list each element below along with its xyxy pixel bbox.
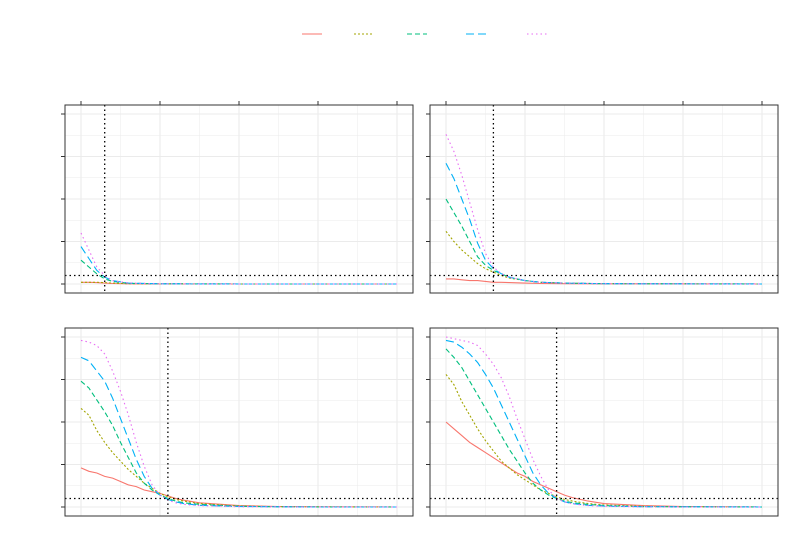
panel-top-left: [61, 101, 414, 294]
series-line-5: [445, 134, 763, 285]
series-line-1: [80, 467, 398, 508]
series-line-1: [446, 278, 763, 285]
series-line-3: [445, 348, 763, 508]
series-line-5: [80, 232, 397, 285]
series-line-5: [445, 336, 762, 508]
panel-bottom-left: [61, 327, 414, 517]
series-line-2: [445, 374, 763, 508]
series-line-3: [80, 380, 397, 508]
panel-top-right: [426, 101, 779, 294]
chart-panels: [61, 101, 779, 517]
gridlines: [65, 328, 413, 516]
series-line-5: [80, 339, 397, 508]
gridlines: [430, 105, 778, 293]
panel-bottom-right: [426, 327, 779, 517]
